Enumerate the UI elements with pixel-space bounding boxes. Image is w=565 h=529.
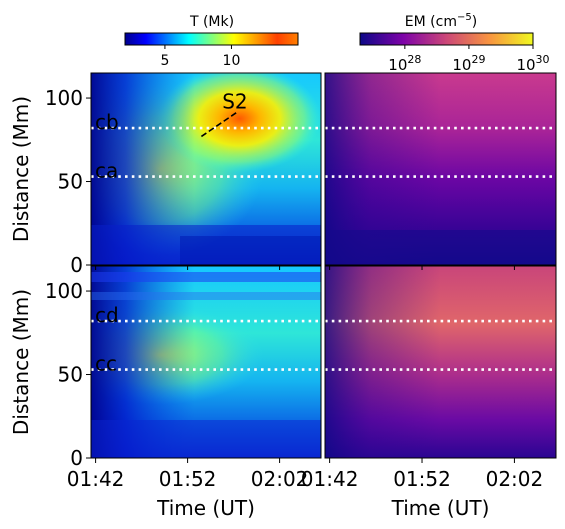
x-tick-label: 01:52 — [159, 467, 217, 491]
cut-label: cc — [95, 352, 117, 376]
panel-frame — [90, 72, 322, 266]
em-colorbar: EM (cm−5) 1028 1029 1030 — [359, 12, 550, 74]
overlays: cb ca S2 cd cc — [91, 89, 556, 376]
temperature-colorbar-ticks: 5 10 — [160, 45, 240, 69]
colorbar-tick-label: 10 — [223, 53, 241, 69]
panel-top-left — [91, 73, 321, 265]
panel-top-right — [325, 73, 556, 265]
y-tick-label: 100 — [45, 279, 83, 303]
colorbar-tick-label: 1030 — [516, 53, 549, 74]
colorbar-tick-base: 10 — [388, 56, 407, 74]
panel-bottom-left — [91, 266, 321, 458]
temperature-colorbar-bar — [124, 32, 299, 46]
x-tick-label: 02:02 — [486, 467, 544, 491]
colorbar-tick-base: 10 — [452, 56, 471, 74]
x-tick-label: 01:52 — [393, 467, 451, 491]
colorbar-tick-label: 1028 — [388, 53, 421, 74]
temperature-colorbar: T (Mk) 5 10 — [124, 14, 299, 69]
cut-label: cb — [95, 110, 119, 134]
x-axis-label: Time (UT) — [391, 496, 490, 520]
temperature-colorbar-label: T (Mk) — [189, 14, 234, 30]
em-colorbar-bar — [359, 32, 534, 46]
x-tick-label: 02:02 — [251, 467, 309, 491]
colorbar-tick-label: 5 — [160, 53, 169, 69]
y-axis-label: Distance (Mm) — [9, 96, 33, 242]
y-tick-label: 0 — [70, 253, 83, 277]
cut-label: cd — [95, 303, 119, 327]
y-tick-label: 50 — [58, 170, 83, 194]
colorbar-tick-base: 10 — [516, 56, 535, 74]
x-axis-label: Time (UT) — [156, 496, 255, 520]
panel-frame — [324, 72, 557, 266]
colorbar-tick-exponent: 30 — [536, 53, 550, 66]
panel-frame — [324, 265, 557, 459]
y-axis-label: Distance (Mm) — [9, 289, 33, 435]
x-tick-label: 01:42 — [67, 467, 125, 491]
slit-line — [200, 110, 239, 138]
em-colorbar-label: EM (cm−5) — [405, 12, 477, 30]
colorbar-tick-exponent: 29 — [471, 53, 485, 66]
em-colorbar-ticks: 1028 1029 1030 — [388, 45, 550, 74]
x-tick-label: 01:42 — [301, 467, 359, 491]
slit-label: S2 — [222, 89, 247, 113]
panel-bottom-right — [325, 266, 556, 458]
panel-frame — [90, 265, 322, 459]
y-tick-label: 0 — [70, 446, 83, 470]
colorbar-tick-exponent: 28 — [407, 53, 421, 66]
y-tick-label: 100 — [45, 86, 83, 110]
cut-label: ca — [95, 159, 118, 183]
y-tick-label: 50 — [58, 363, 83, 387]
colorbar-tick-label: 1029 — [452, 53, 485, 74]
